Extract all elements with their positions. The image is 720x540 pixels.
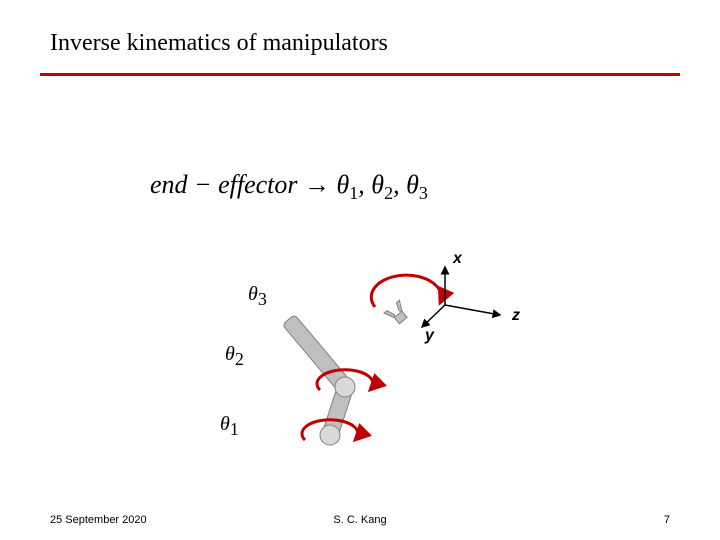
theta-1: θ (337, 170, 350, 199)
coord-frame (422, 267, 500, 327)
theta-3: θ (406, 170, 419, 199)
title-underline (40, 73, 680, 76)
joint-2 (335, 377, 355, 397)
theta-2: θ (371, 170, 384, 199)
joint-1 (320, 425, 340, 445)
manipulator-diagram: θ1 θ2 θ3 x y z (240, 245, 580, 475)
footer: 25 September 2020 S. C. Kang 7 (0, 514, 720, 526)
sep2: , (393, 170, 406, 199)
arc-theta3 (371, 275, 441, 307)
equation: end − effector → θ1, θ2, θ3 (150, 170, 428, 204)
slide-title: Inverse kinematics of manipulators (50, 30, 670, 57)
footer-date: 25 September 2020 (50, 514, 147, 526)
label-theta1: θ1 (220, 413, 239, 440)
sep1: , (358, 170, 371, 199)
theta-2-sub: 2 (384, 183, 393, 203)
label-theta3: θ3 (248, 283, 267, 310)
label-y: y (425, 327, 434, 345)
theta-1-sub: 1 (349, 183, 358, 203)
axis-z (445, 305, 500, 315)
manipulator-svg (240, 245, 580, 475)
footer-page: 7 (664, 514, 670, 526)
label-x: x (453, 250, 462, 268)
axis-y (422, 305, 445, 327)
footer-author: S. C. Kang (333, 514, 386, 526)
equation-lhs: end − effector → (150, 170, 337, 199)
label-z: z (512, 307, 520, 325)
theta-3-sub: 3 (419, 183, 428, 203)
end-effector (384, 300, 411, 327)
label-theta2: θ2 (225, 343, 244, 370)
